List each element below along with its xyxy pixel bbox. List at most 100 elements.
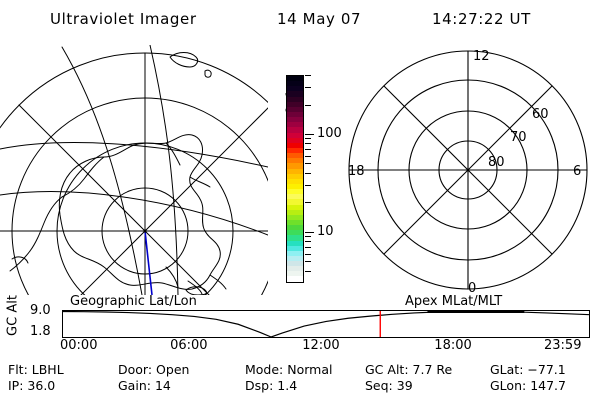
geo-graticule-arcs — [0, 45, 268, 295]
colorbar-segment — [287, 96, 303, 102]
colorbar-minor-tick — [305, 241, 311, 243]
colorbar-segment — [287, 199, 303, 205]
antarctica-coastline — [9, 134, 227, 295]
orbit-altitude-curve — [62, 312, 590, 338]
geo-latitude-ring-edge — [0, 52, 268, 129]
colorbar-segment — [287, 276, 303, 282]
colorbar-segment — [287, 250, 303, 256]
orbit-x-tick-label: 00:00 — [60, 338, 98, 353]
status-dsp: Dsp: 1.4 — [245, 378, 297, 393]
orbit-x-tick-label: 18:00 — [434, 338, 472, 353]
colorbar-segment — [287, 271, 303, 277]
status-dsp-value: 1.4 — [277, 378, 298, 393]
colorbar-minor-tick — [305, 236, 311, 238]
colorbar-minor-tick — [305, 270, 311, 272]
colorbar-minor-tick — [305, 155, 311, 157]
status-row-1: Flt: LBHL Door: Open Mode: Normal GC Alt… — [0, 362, 600, 378]
colorbar-major-tick — [305, 231, 314, 233]
mlt-label-18: 18 — [348, 164, 365, 179]
orbit-y-tick-label: 9.0 — [30, 303, 51, 318]
pole-marker — [143, 229, 147, 233]
status-seq-value: 39 — [396, 378, 413, 393]
colorbar-segment — [287, 81, 303, 87]
colorbar-minor-tick — [305, 87, 311, 89]
colorbar-segment — [287, 76, 303, 82]
mlt-label-0: 0 — [468, 281, 476, 295]
status-gcalt-label: GC Alt: — [365, 362, 409, 377]
colorbar-segment — [287, 153, 303, 159]
colorbar-segment — [287, 209, 303, 215]
status-door: Door: Open — [118, 362, 189, 377]
colorbar-tick-label: 100 — [317, 125, 342, 141]
geographic-map-panel[interactable] — [0, 45, 268, 295]
status-mode-label: Mode: — [245, 362, 284, 377]
mlt-dial-svg: 12 6 0 18 60 70 80 — [348, 49, 588, 295]
colorbar-segment — [287, 163, 303, 169]
coastline-islands — [11, 52, 212, 295]
colorbar-segment — [287, 173, 303, 179]
observation-date: 14 May 07 — [277, 10, 362, 28]
colorbar-segment — [287, 142, 303, 148]
subsatellite-meridian-line — [144, 230, 153, 295]
status-ip-label: IP: — [8, 378, 24, 393]
colorbar-segment — [287, 204, 303, 210]
status-glon-label: GLon: — [490, 378, 527, 393]
colorbar-segment — [287, 183, 303, 190]
colorbar-segment — [287, 101, 303, 107]
orbit-x-tick-label: 06:00 — [170, 338, 208, 353]
orbit-y-tick-label: 1.8 — [30, 324, 51, 339]
colorbar-minor-tick — [305, 149, 311, 151]
colorbar-segment — [287, 219, 303, 226]
colorbar-segment — [287, 127, 303, 133]
mlat-label-70: 70 — [510, 130, 527, 145]
colorbar-minor-tick — [305, 138, 311, 140]
status-seq: Seq: 39 — [365, 378, 413, 393]
colorbar-segment — [287, 86, 303, 92]
colorbar-minor-tick — [305, 247, 311, 248]
colorbar-minor-tick — [305, 261, 311, 263]
header-bar: Ultraviolet Imager 14 May 07 14:27:22 UT — [0, 6, 600, 32]
status-row-2: IP: 36.0 Gain: 14 Dsp: 1.4 Seq: 39 GLon:… — [0, 378, 600, 394]
colorbar-minor-tick — [305, 185, 311, 187]
colorbar-minor-tick — [305, 172, 311, 174]
colorbar-segment — [287, 106, 303, 112]
colorbar-segment — [287, 178, 303, 184]
colorbar-segment — [287, 214, 303, 220]
status-glon: GLon: 147.7 — [490, 378, 566, 393]
colorbar-minor-tick — [305, 163, 311, 165]
colorbar-segment — [287, 132, 303, 138]
colorbar-segment — [287, 91, 303, 97]
mlt-panel-title: Apex MLat/MLT — [405, 294, 503, 309]
status-gcalt: GC Alt: 7.7 Re — [365, 362, 452, 377]
status-gain-value: 14 — [154, 378, 171, 393]
mlt-dial-panel[interactable]: 12 6 0 18 60 70 80 — [340, 45, 600, 295]
orbit-altitude-panel[interactable]: Geographic Lat/Lon Apex MLat/MLT GC Alt … — [0, 294, 600, 358]
colorbar-minor-tick — [305, 202, 311, 204]
geographic-map-svg — [0, 45, 268, 295]
status-seq-label: Seq: — [365, 378, 393, 393]
colorbar-gradient[interactable] — [286, 75, 304, 283]
orbit-x-tick-label: 23:59 — [544, 338, 582, 353]
colorbar-segment — [287, 225, 303, 231]
orbit-y-axis-label: GC Alt — [5, 295, 21, 336]
mlat-label-60: 60 — [532, 107, 549, 122]
colorbar-segment — [287, 158, 303, 164]
status-flt-value: LBHL — [31, 362, 64, 377]
colorbar-segment — [287, 266, 303, 272]
status-glat-value: −77.1 — [527, 362, 566, 377]
colorbar-tick-label: 10 — [317, 223, 334, 239]
colorbar-segment — [287, 117, 303, 123]
colorbar-segment — [287, 147, 303, 154]
colorbar-segment — [287, 111, 303, 118]
orbit-x-tick-label: 12:00 — [302, 338, 340, 353]
colorbar-segment — [287, 245, 303, 251]
colorbar-segment — [287, 194, 303, 200]
colorbar-minor-tick — [305, 253, 311, 255]
status-glat-label: GLat: — [490, 362, 524, 377]
colorbar-segment — [287, 137, 303, 143]
status-mode-value: Normal — [287, 362, 333, 377]
orbit-plot-svg — [62, 310, 590, 338]
colorbar-segment — [287, 261, 303, 267]
colorbar-major-tick — [305, 133, 314, 135]
orbit-plot-area[interactable] — [62, 310, 590, 338]
